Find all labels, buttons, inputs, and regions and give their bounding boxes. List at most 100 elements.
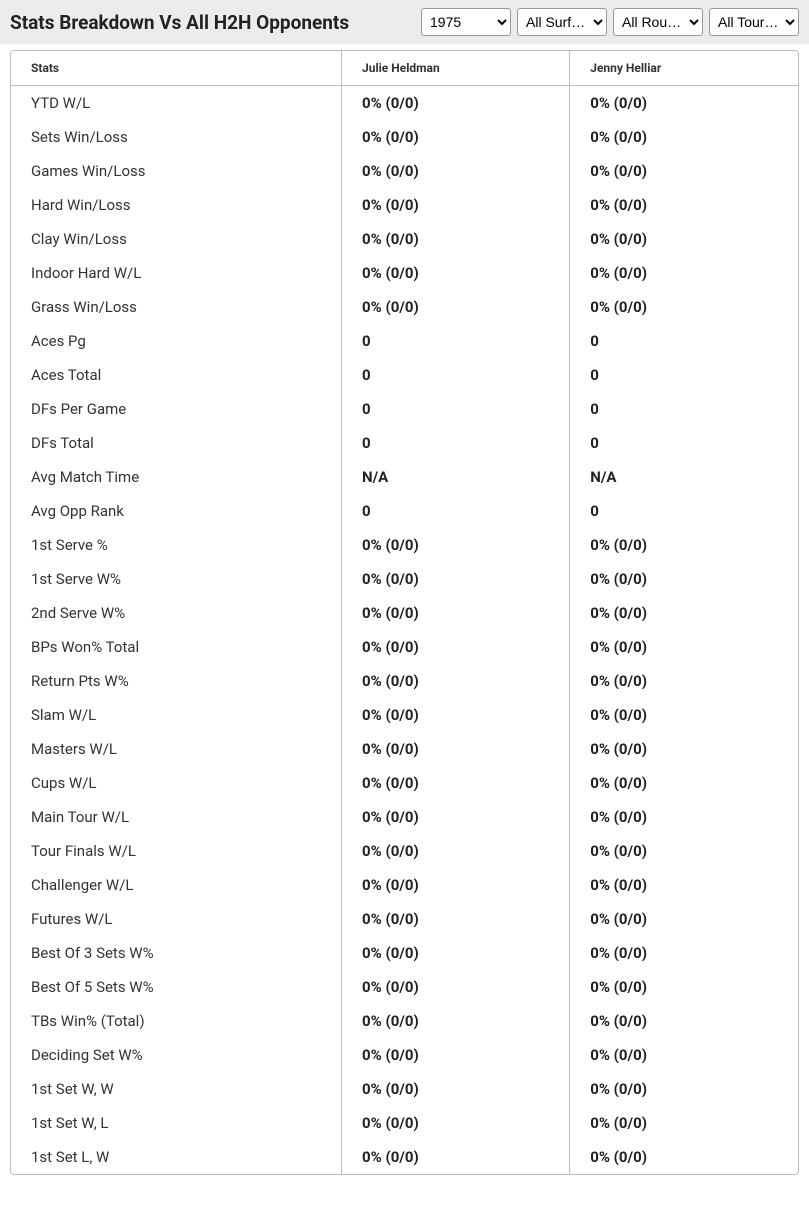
stat-label: Sets Win/Loss (11, 120, 342, 154)
stat-label: Deciding Set W% (11, 1038, 342, 1072)
stat-label: Tour Finals W/L (11, 834, 342, 868)
stat-value-player1: 0% (0/0) (342, 256, 570, 290)
table-row: Futures W/L0% (0/0)0% (0/0) (11, 902, 798, 936)
stat-value-player1: 0% (0/0) (342, 868, 570, 902)
stat-value-player2: 0% (0/0) (570, 1140, 798, 1174)
stat-label: Clay Win/Loss (11, 222, 342, 256)
filter-group: 1975 All Surf… All Rou… All Tour… (421, 8, 799, 36)
stat-value-player2: 0 (570, 494, 798, 528)
stat-value-player2: 0% (0/0) (570, 970, 798, 1004)
table-row: YTD W/L0% (0/0)0% (0/0) (11, 86, 798, 121)
table-row: Slam W/L0% (0/0)0% (0/0) (11, 698, 798, 732)
stat-label: 2nd Serve W% (11, 596, 342, 630)
table-row: Masters W/L0% (0/0)0% (0/0) (11, 732, 798, 766)
stat-value-player2: 0% (0/0) (570, 766, 798, 800)
stat-label: Hard Win/Loss (11, 188, 342, 222)
stat-value-player2: 0% (0/0) (570, 528, 798, 562)
col-header-stats: Stats (11, 51, 342, 86)
table-row: Tour Finals W/L0% (0/0)0% (0/0) (11, 834, 798, 868)
stat-value-player2: 0% (0/0) (570, 256, 798, 290)
table-row: 1st Set W, W0% (0/0)0% (0/0) (11, 1072, 798, 1106)
table-row: Challenger W/L0% (0/0)0% (0/0) (11, 868, 798, 902)
stat-value-player2: 0% (0/0) (570, 562, 798, 596)
stat-label: Games Win/Loss (11, 154, 342, 188)
stat-value-player2: 0% (0/0) (570, 868, 798, 902)
stat-value-player2: 0% (0/0) (570, 596, 798, 630)
stat-value-player2: 0% (0/0) (570, 290, 798, 324)
year-select[interactable]: 1975 (421, 8, 511, 36)
table-row: Aces Total00 (11, 358, 798, 392)
table-row: Deciding Set W%0% (0/0)0% (0/0) (11, 1038, 798, 1072)
stat-label: Return Pts W% (11, 664, 342, 698)
stat-value-player1: 0% (0/0) (342, 154, 570, 188)
stat-value-player2: 0% (0/0) (570, 698, 798, 732)
stat-value-player1: 0% (0/0) (342, 188, 570, 222)
tour-select[interactable]: All Tour… (709, 8, 799, 36)
stat-value-player1: 0% (0/0) (342, 936, 570, 970)
stat-value-player1: 0% (0/0) (342, 1140, 570, 1174)
stat-value-player2: 0% (0/0) (570, 222, 798, 256)
stats-table-wrap: Stats Julie Heldman Jenny Helliar YTD W/… (10, 50, 799, 1175)
stat-value-player2: N/A (570, 460, 798, 494)
stat-value-player2: 0% (0/0) (570, 630, 798, 664)
table-row: 1st Serve %0% (0/0)0% (0/0) (11, 528, 798, 562)
stat-label: DFs Total (11, 426, 342, 460)
stat-label: Slam W/L (11, 698, 342, 732)
stat-value-player1: 0% (0/0) (342, 1106, 570, 1140)
stat-value-player2: 0% (0/0) (570, 86, 798, 121)
stat-value-player2: 0 (570, 358, 798, 392)
table-row: 1st Set L, W0% (0/0)0% (0/0) (11, 1140, 798, 1174)
stat-label: Main Tour W/L (11, 800, 342, 834)
stat-value-player2: 0% (0/0) (570, 664, 798, 698)
stat-value-player1: 0% (0/0) (342, 528, 570, 562)
stat-value-player1: 0% (0/0) (342, 290, 570, 324)
table-row: Best Of 5 Sets W%0% (0/0)0% (0/0) (11, 970, 798, 1004)
stat-label: 1st Serve W% (11, 562, 342, 596)
table-row: DFs Total00 (11, 426, 798, 460)
stat-value-player1: 0% (0/0) (342, 834, 570, 868)
stat-label: Best Of 3 Sets W% (11, 936, 342, 970)
table-row: 1st Serve W%0% (0/0)0% (0/0) (11, 562, 798, 596)
stat-value-player1: 0% (0/0) (342, 596, 570, 630)
table-row: Indoor Hard W/L0% (0/0)0% (0/0) (11, 256, 798, 290)
stat-label: Aces Pg (11, 324, 342, 358)
table-row: DFs Per Game00 (11, 392, 798, 426)
stat-value-player1: 0% (0/0) (342, 120, 570, 154)
stat-label: Cups W/L (11, 766, 342, 800)
stat-value-player2: 0% (0/0) (570, 936, 798, 970)
stat-value-player1: 0% (0/0) (342, 1004, 570, 1038)
stat-label: Grass Win/Loss (11, 290, 342, 324)
stat-value-player1: 0% (0/0) (342, 562, 570, 596)
stat-value-player2: 0 (570, 324, 798, 358)
surface-select[interactable]: All Surf… (517, 8, 607, 36)
stat-label: Futures W/L (11, 902, 342, 936)
stat-value-player1: 0% (0/0) (342, 698, 570, 732)
stat-value-player2: 0% (0/0) (570, 800, 798, 834)
table-header-row: Stats Julie Heldman Jenny Helliar (11, 51, 798, 86)
table-row: Aces Pg00 (11, 324, 798, 358)
stat-value-player2: 0% (0/0) (570, 188, 798, 222)
stat-value-player2: 0 (570, 392, 798, 426)
table-row: Clay Win/Loss0% (0/0)0% (0/0) (11, 222, 798, 256)
table-row: Return Pts W%0% (0/0)0% (0/0) (11, 664, 798, 698)
table-row: Avg Opp Rank00 (11, 494, 798, 528)
stat-value-player2: 0% (0/0) (570, 120, 798, 154)
table-row: 1st Set W, L0% (0/0)0% (0/0) (11, 1106, 798, 1140)
col-header-player1: Julie Heldman (342, 51, 570, 86)
col-header-player2: Jenny Helliar (570, 51, 798, 86)
stat-value-player1: 0% (0/0) (342, 1072, 570, 1106)
table-row: Cups W/L0% (0/0)0% (0/0) (11, 766, 798, 800)
round-select[interactable]: All Rou… (613, 8, 703, 36)
stat-value-player1: 0 (342, 324, 570, 358)
stat-value-player2: 0% (0/0) (570, 1004, 798, 1038)
stat-value-player1: 0% (0/0) (342, 664, 570, 698)
stat-label: Avg Opp Rank (11, 494, 342, 528)
stat-value-player2: 0% (0/0) (570, 1106, 798, 1140)
stat-value-player1: 0% (0/0) (342, 970, 570, 1004)
table-row: Hard Win/Loss0% (0/0)0% (0/0) (11, 188, 798, 222)
stat-label: 1st Set W, L (11, 1106, 342, 1140)
stat-label: Avg Match Time (11, 460, 342, 494)
table-row: Sets Win/Loss0% (0/0)0% (0/0) (11, 120, 798, 154)
stat-value-player2: 0% (0/0) (570, 902, 798, 936)
stat-label: TBs Win% (Total) (11, 1004, 342, 1038)
